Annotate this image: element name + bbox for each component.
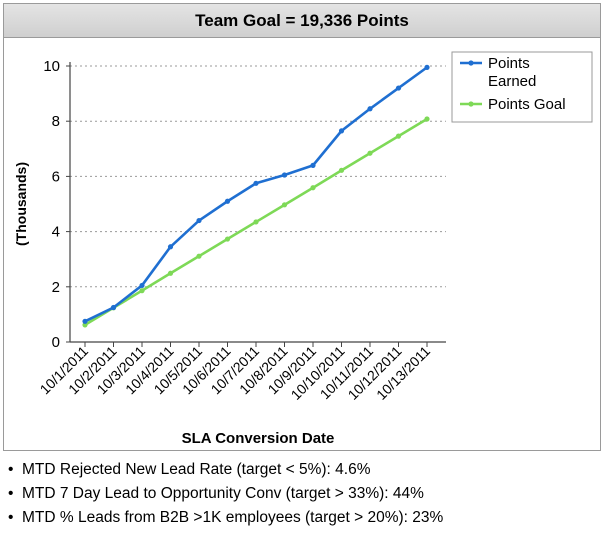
y-tick-label: 10 (43, 58, 60, 75)
metrics-list: • MTD Rejected New Lead Rate (target < 5%… (8, 458, 598, 530)
legend-label: Points Earned (488, 55, 536, 90)
legend-marker (468, 60, 474, 66)
metric-text: MTD 7 Day Lead to Opportunity Conv (targ… (22, 485, 424, 502)
data-point (310, 185, 316, 191)
bullet-icon: • (8, 485, 14, 502)
data-point (367, 106, 373, 112)
metric-text: MTD % Leads from B2B >1K employees (targ… (22, 509, 444, 526)
data-point (167, 270, 174, 276)
data-point (167, 244, 174, 250)
bullet-icon: • (8, 461, 14, 478)
data-point (139, 282, 145, 289)
data-point (338, 128, 345, 134)
chart-title: Team Goal = 19,336 Points (4, 4, 600, 38)
series-line (84, 66, 428, 323)
data-point (281, 172, 288, 178)
x-axis-title: SLA Conversion Date (182, 430, 335, 447)
data-point (139, 288, 145, 294)
y-axis-title: (Thousands) (13, 162, 29, 246)
data-point (395, 133, 402, 139)
data-point (310, 162, 316, 168)
metric-text: MTD Rejected New Lead Rate (target < 5%)… (22, 461, 371, 478)
y-tick-label: 0 (52, 334, 60, 351)
y-tick-label: 4 (52, 224, 60, 241)
metric-item: • MTD % Leads from B2B >1K employees (tar… (8, 506, 598, 530)
y-tick-label: 6 (52, 168, 60, 185)
data-point (196, 253, 202, 259)
data-point (82, 322, 88, 328)
data-point (82, 318, 88, 324)
bullet-icon: • (8, 509, 14, 526)
data-point (253, 180, 259, 186)
data-point (424, 116, 430, 122)
data-point (110, 304, 117, 311)
metric-item: • MTD 7 Day Lead to Opportunity Conv (tar… (8, 482, 598, 506)
data-point (253, 219, 259, 225)
y-tick-label: 2 (52, 279, 60, 296)
y-tick-label: 8 (52, 113, 60, 130)
chart-panel: Team Goal = 19,336 Points 0 2 4 6 8 10 10/1/20… (3, 3, 601, 451)
legend-marker (468, 101, 474, 107)
metric-item: • MTD Rejected New Lead Rate (target < 5%… (8, 458, 598, 482)
line-chart: 024681010/1/201110/2/201110/3/201110/4/2… (13, 51, 593, 447)
data-point (424, 64, 430, 70)
data-point (196, 217, 202, 224)
data-point (367, 150, 373, 156)
data-point (281, 202, 288, 208)
data-point (395, 85, 402, 91)
data-point (338, 167, 345, 173)
data-point (224, 198, 231, 204)
data-point (224, 236, 231, 242)
legend-label: Points Goal (488, 96, 566, 113)
